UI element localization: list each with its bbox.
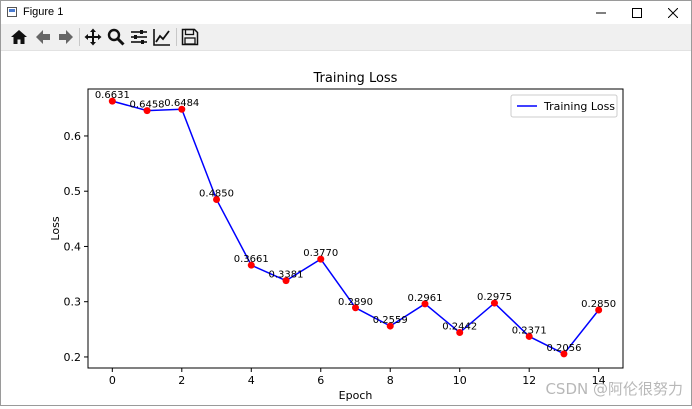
home-button[interactable] <box>9 27 29 47</box>
data-point-label: 0.2850 <box>581 299 616 310</box>
save-icon <box>181 28 199 46</box>
zoom-button[interactable] <box>106 27 126 47</box>
data-point-marker <box>525 332 533 340</box>
forward-icon <box>59 30 73 44</box>
data-point-label: 0.2961 <box>407 293 442 304</box>
data-point-label: 0.4850 <box>199 188 234 199</box>
data-point-marker <box>282 277 290 285</box>
data-point-label: 0.6631 <box>95 90 130 101</box>
y-tick-label: 0.3 <box>64 296 82 309</box>
x-tick-label: 14 <box>592 374 606 387</box>
x-tick-label: 10 <box>453 374 467 387</box>
data-point-marker <box>421 300 429 308</box>
data-point-marker <box>386 322 394 330</box>
data-point-label: 0.3381 <box>269 270 304 281</box>
maximize-button[interactable] <box>619 1 655 24</box>
data-point-marker <box>247 261 255 269</box>
data-point-label: 0.3770 <box>303 248 338 259</box>
x-tick-label: 8 <box>387 374 394 387</box>
home-icon <box>11 30 27 44</box>
data-point-marker <box>456 329 464 337</box>
data-point-label: 0.3661 <box>234 254 269 265</box>
data-point-marker <box>595 306 603 314</box>
toolbar-separator <box>176 28 177 46</box>
back-button[interactable] <box>33 27 53 47</box>
minimize-icon <box>596 12 606 13</box>
y-axis-label: Loss <box>49 216 62 240</box>
toolbar-separator <box>79 28 80 46</box>
data-point-label: 0.2442 <box>442 322 477 333</box>
data-point-label: 0.2890 <box>338 297 373 308</box>
zoom-icon <box>107 28 125 46</box>
edit-curve-button[interactable] <box>152 27 172 47</box>
data-point-marker <box>560 350 568 358</box>
y-tick-label: 0.2 <box>64 351 82 364</box>
data-point-label: 0.2056 <box>546 343 581 354</box>
data-point-marker <box>143 107 151 115</box>
data-point-label: 0.2559 <box>373 315 408 326</box>
pan-button[interactable] <box>83 27 103 47</box>
navigation-toolbar <box>1 24 691 51</box>
data-point-label: 0.2975 <box>477 292 512 303</box>
configure-subplots-button[interactable] <box>129 27 149 47</box>
y-tick-label: 0.4 <box>64 240 82 253</box>
x-tick-label: 6 <box>317 374 324 387</box>
back-icon <box>36 30 50 44</box>
data-point-label: 0.6484 <box>164 98 199 109</box>
data-point-marker <box>108 97 116 105</box>
title-bar: Figure 1 <box>1 1 691 24</box>
line-chart: Training Loss 0 2 4 6 8 10 12 14 0.2 0.3 0.4 0.5 0.6 E… <box>49 71 624 402</box>
data-point-marker <box>317 255 325 263</box>
x-tick-label: 4 <box>248 374 255 387</box>
data-point-marker <box>213 195 221 203</box>
plot-area-frame <box>87 88 624 369</box>
edit-curve-icon <box>153 29 170 46</box>
close-button[interactable] <box>655 1 691 24</box>
y-tick-label: 0.6 <box>64 130 82 143</box>
configure-icon <box>131 30 147 44</box>
y-tick-label: 0.5 <box>64 185 82 198</box>
chart-title: Training Loss <box>313 71 398 86</box>
forward-button[interactable] <box>56 27 76 47</box>
close-icon <box>668 7 678 18</box>
data-point-marker <box>490 299 498 307</box>
x-tick-label: 12 <box>522 374 536 387</box>
x-axis-label: Epoch <box>339 389 373 402</box>
minimize-button[interactable] <box>583 1 619 24</box>
figure-app-icon <box>7 7 17 17</box>
window-title: Figure 1 <box>23 6 64 18</box>
training-loss-line <box>112 100 600 355</box>
legend-label: Training Loss <box>543 100 615 113</box>
x-tick-label: 0 <box>109 374 116 387</box>
maximize-icon <box>632 7 642 18</box>
data-point-label: 0.2371 <box>512 325 547 336</box>
data-point-label: 0.6458 <box>130 100 165 111</box>
save-button[interactable] <box>180 27 200 47</box>
x-tick-label: 2 <box>178 374 185 387</box>
legend-box <box>510 94 618 118</box>
figure-canvas[interactable]: Training Loss 0 2 4 6 8 10 12 14 0.2 0.3 0.4 0.5 0.6 E… <box>1 51 691 405</box>
watermark-text: CSDN @阿伦很努力 <box>545 380 683 398</box>
pan-icon <box>84 28 102 46</box>
data-point-marker <box>178 105 186 113</box>
data-point-marker <box>352 304 359 312</box>
